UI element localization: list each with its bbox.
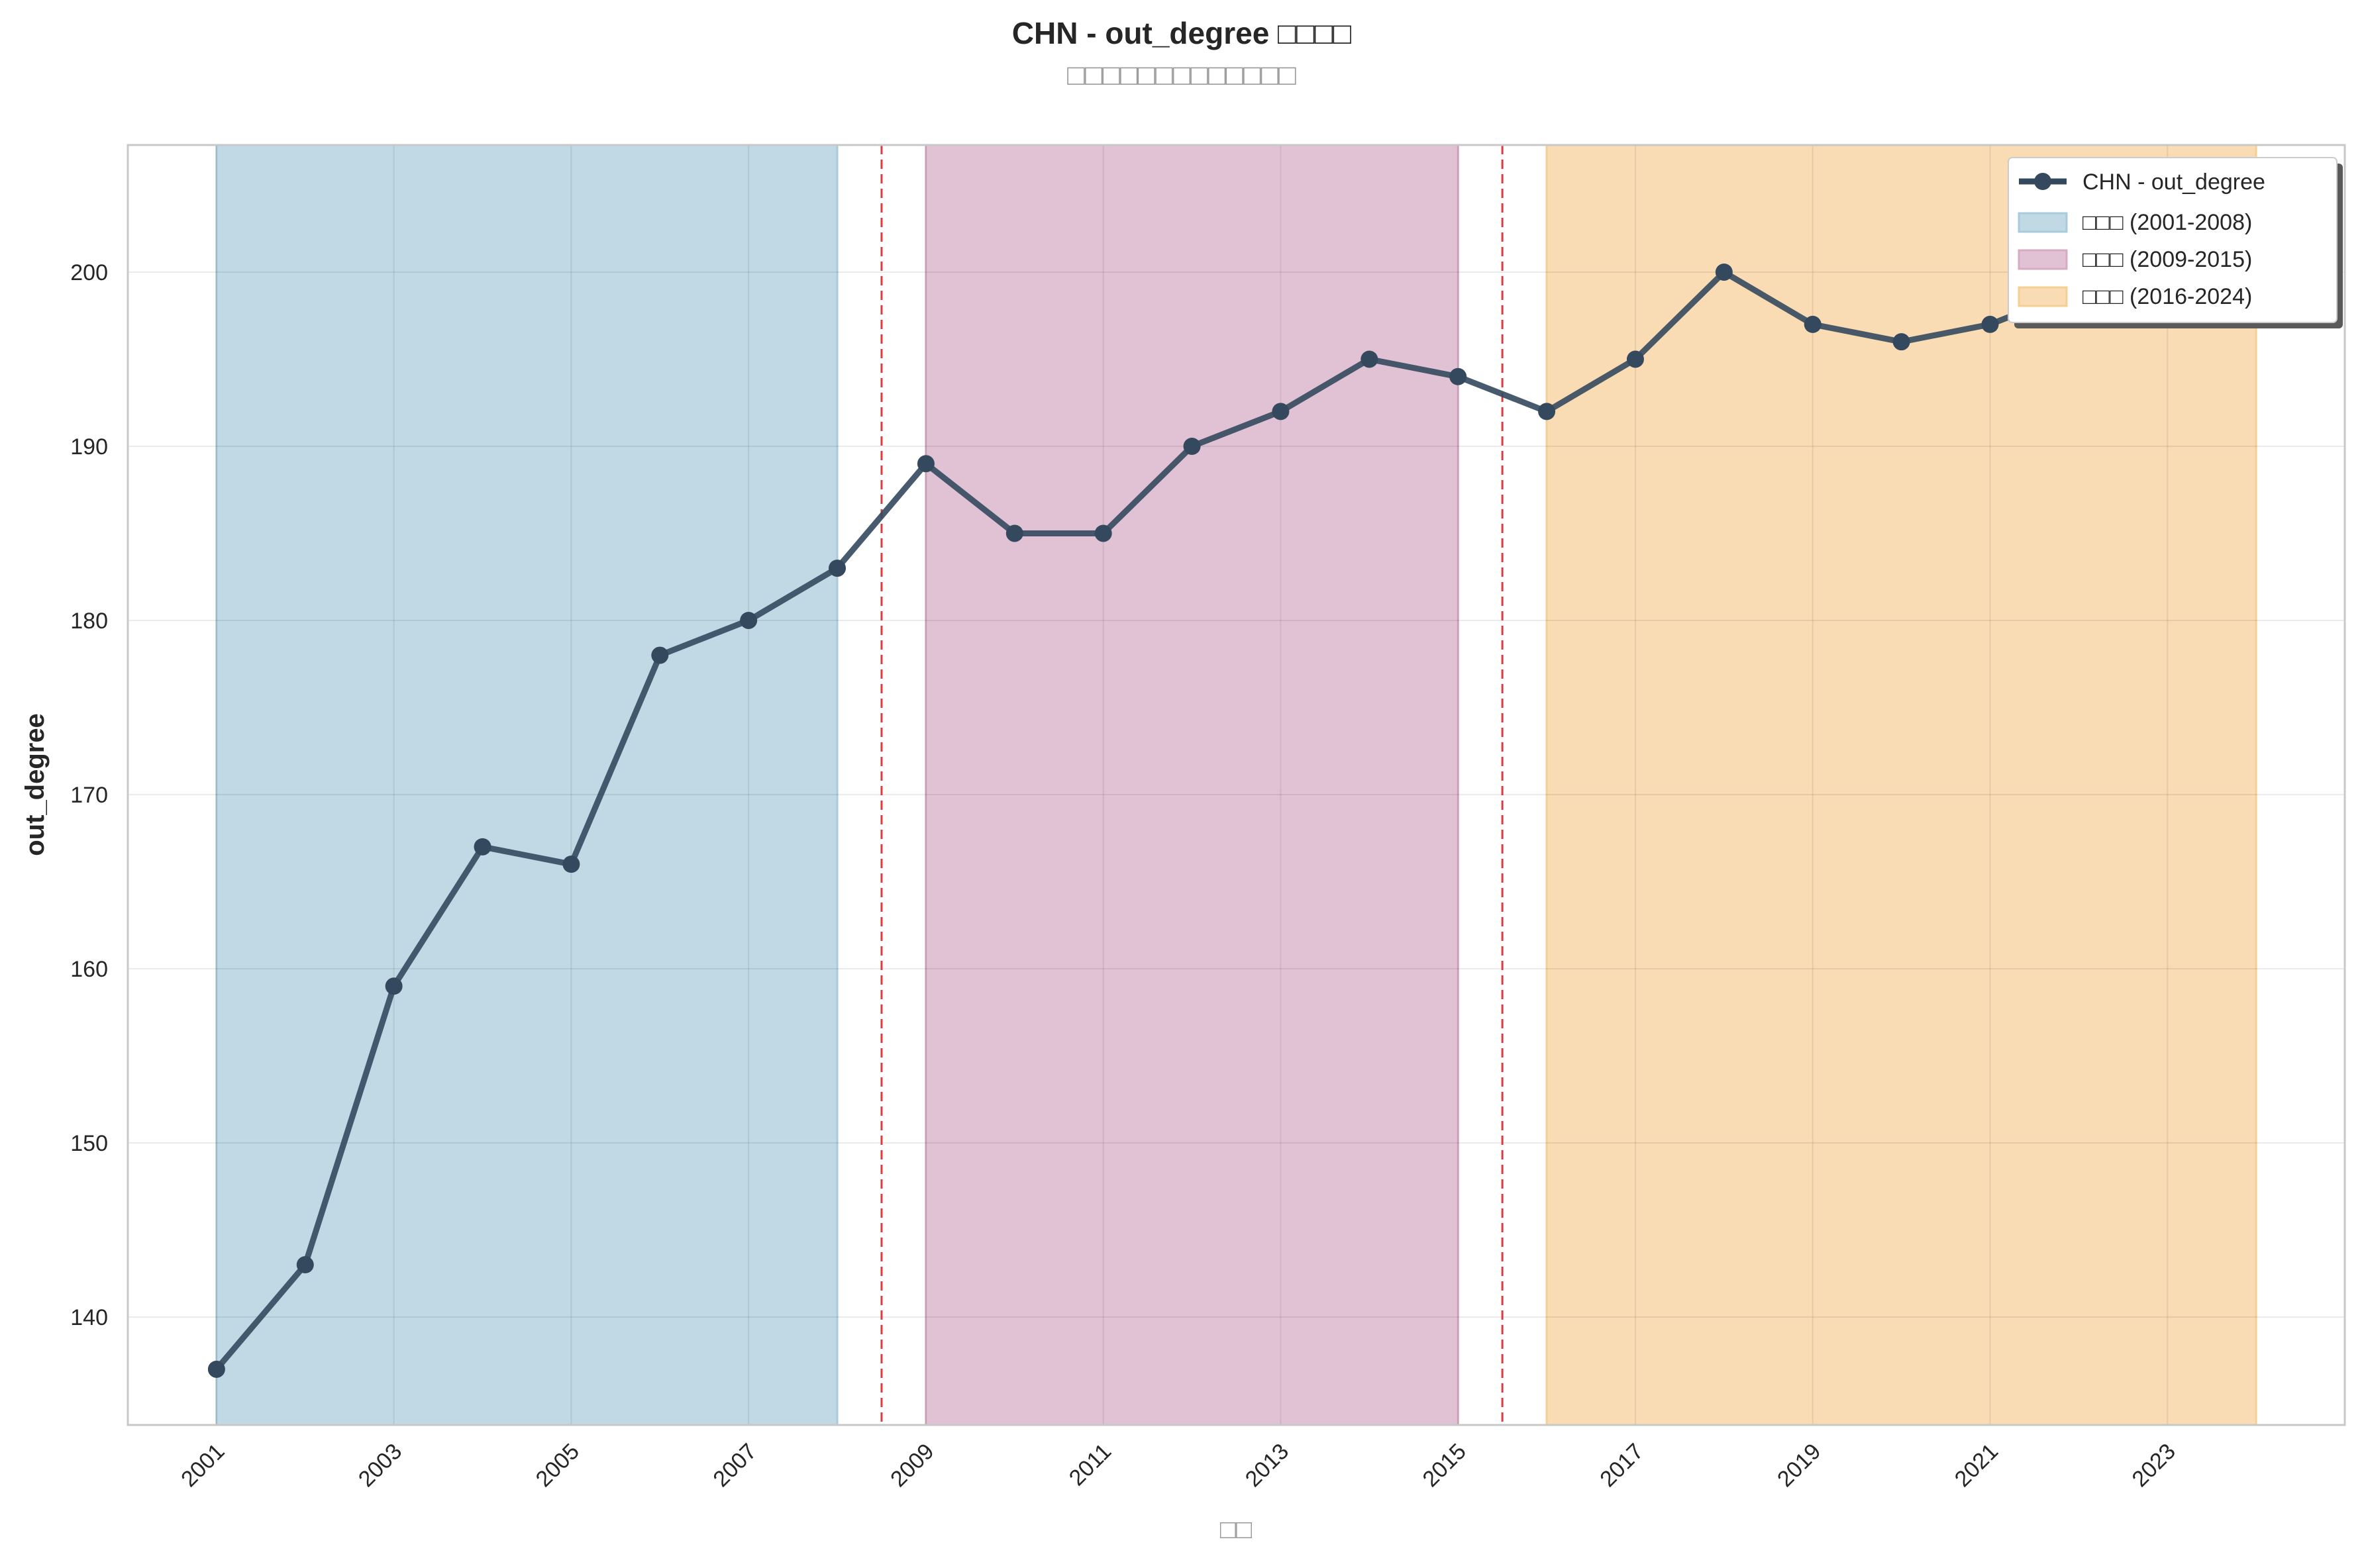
y-tick-label: 150 [70, 1131, 108, 1156]
y-tick-label: 180 [70, 609, 108, 634]
y-tick-label: 190 [70, 434, 108, 460]
data-point [1272, 403, 1290, 420]
data-point [1449, 368, 1467, 385]
data-point [1892, 333, 1910, 351]
data-point [474, 838, 491, 856]
x-tick-label: 2011 [1064, 1439, 1117, 1491]
x-tick-label: 2015 [1418, 1439, 1471, 1492]
x-tick-label: 2009 [886, 1439, 939, 1492]
data-point [1981, 315, 1999, 333]
x-tick-label: 2019 [1773, 1439, 1825, 1492]
data-point [1804, 315, 1822, 333]
data-point [385, 977, 403, 995]
legend-label: □□□ (2001-2008) [2082, 210, 2252, 235]
period-dividers [880, 145, 1504, 1425]
legend-swatch [2018, 212, 2068, 233]
y-tick-label: 200 [70, 260, 108, 285]
data-point [917, 455, 935, 473]
data-point [1626, 350, 1644, 368]
data-point [1094, 524, 1112, 542]
x-tick-label: 2017 [1595, 1439, 1648, 1492]
data-point [1715, 263, 1733, 281]
data-point [296, 1256, 314, 1274]
data-point [829, 560, 847, 577]
x-tick-label: 2007 [708, 1439, 761, 1492]
legend: CHN - out_degree □□□ (2001-2008) □□□ (2009… [2008, 157, 2343, 328]
y-tick-label: 140 [70, 1305, 108, 1330]
legend-label: □□□ (2009-2015) [2082, 247, 2252, 272]
legend-label: CHN - out_degree [2082, 170, 2265, 195]
x-tick-label: 2001 [176, 1439, 229, 1492]
period-bands [215, 144, 2257, 1426]
series [207, 263, 2177, 1378]
plot-frame [127, 144, 2346, 1426]
x-tick-label: 2023 [2128, 1439, 2181, 1492]
data-point [1538, 403, 1556, 420]
y-axis-label: out_degree [21, 713, 50, 856]
x-axis-label: □□ [1220, 1515, 1252, 1544]
chart-title: CHN - out_degree □□□□ [1012, 16, 1352, 50]
legend-swatch [2018, 249, 2068, 270]
y-tick-label: 170 [70, 783, 108, 808]
legend-box [2008, 157, 2338, 323]
x-tick-label: 2005 [531, 1439, 584, 1492]
legend-swatch [2018, 286, 2068, 307]
chart-subtitle: □□□□□□□□□□□□□ [1067, 59, 1296, 91]
data-point [651, 646, 669, 664]
data-point [562, 856, 580, 873]
period-band-2 [925, 144, 1459, 1426]
data-point [740, 611, 758, 629]
period-band-3 [1545, 144, 2257, 1426]
data-point [1361, 350, 1378, 368]
y-axis-ticks: 140 150 160 170 180 190 200 [70, 260, 108, 1330]
x-tick-label: 2003 [354, 1439, 407, 1492]
x-axis-ticks: 2001 2003 2005 2007 2009 2011 2013 2015 2017 2019… [176, 1439, 2181, 1492]
legend-marker-swatch [2034, 173, 2051, 190]
data-point [1183, 437, 1201, 455]
period-band-1 [215, 144, 839, 1426]
legend-label: □□□ (2016-2024) [2082, 284, 2252, 309]
data-point [207, 1360, 225, 1378]
data-point [1005, 524, 1023, 542]
y-tick-label: 160 [70, 957, 108, 982]
x-tick-label: 2021 [1950, 1439, 2003, 1492]
x-tick-label: 2013 [1241, 1439, 1294, 1492]
